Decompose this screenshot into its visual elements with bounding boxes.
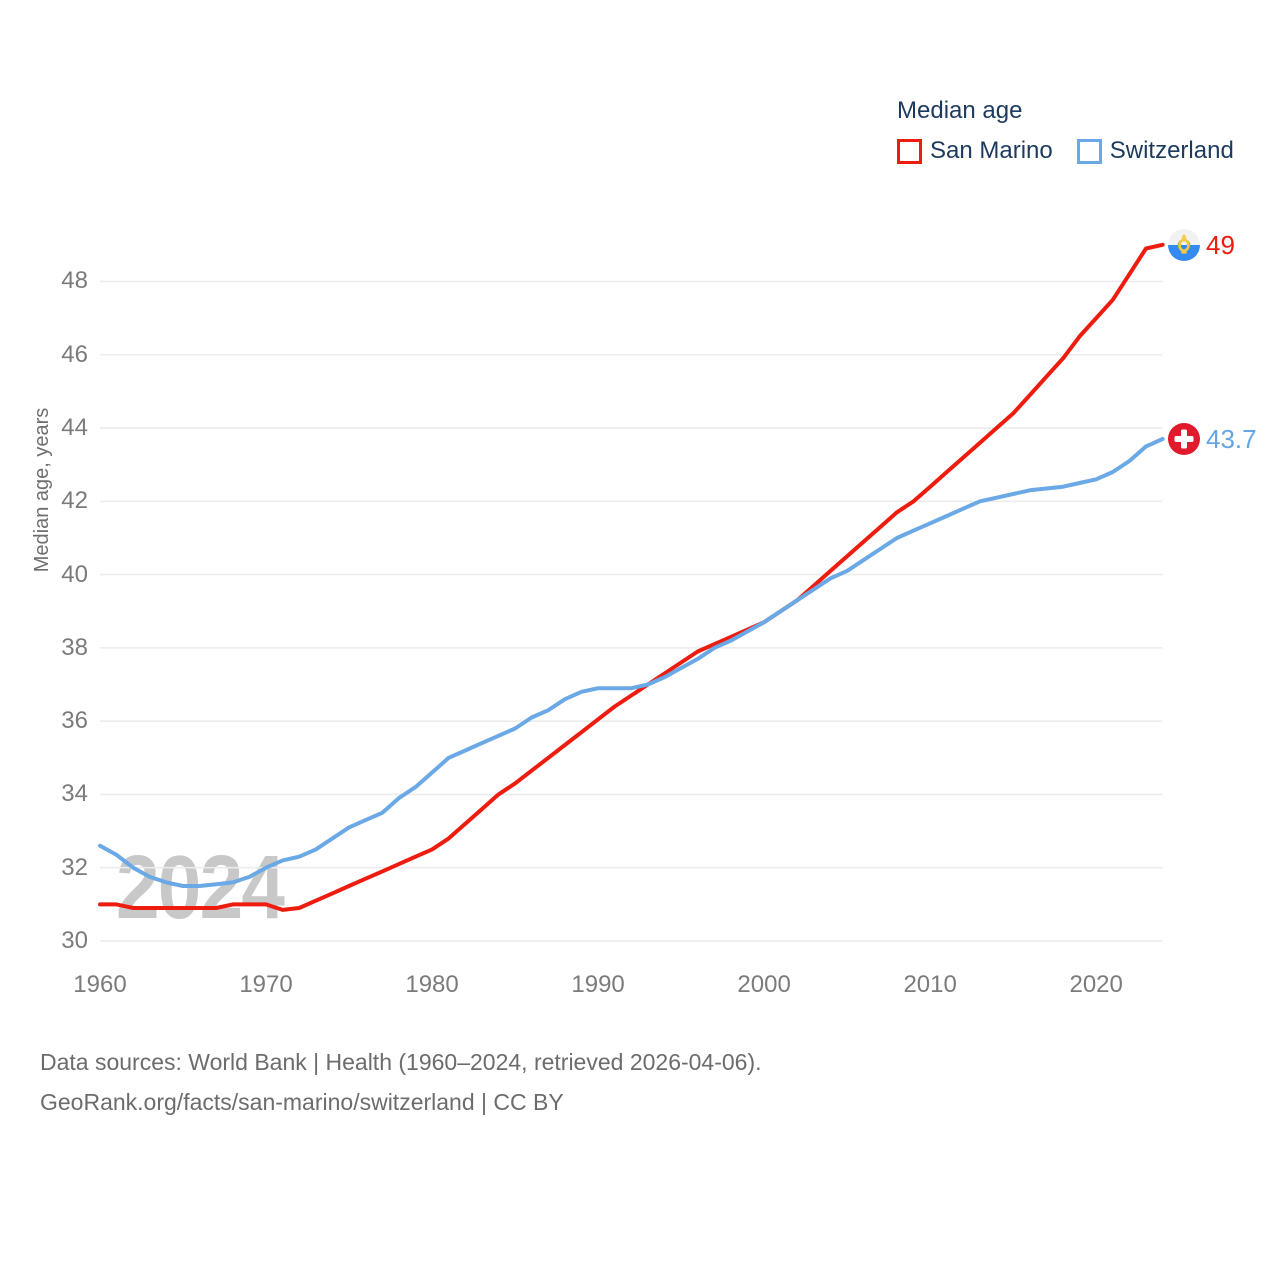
y-tick-label-32: 32 <box>61 853 88 881</box>
legend-label-switzerland: Switzerland <box>1109 137 1234 164</box>
legend-title: Median age <box>897 97 1023 124</box>
watermark-year: 2024 <box>116 838 285 938</box>
y-tick-label-48: 48 <box>61 267 88 295</box>
x-tick-label-1960: 1960 <box>73 971 127 998</box>
data-sources-line: Data sources: World Bank | Health (1960–… <box>40 1049 762 1075</box>
x-tick-label-2000: 2000 <box>737 971 791 998</box>
legend: Median age San Marino Switzerland <box>897 97 1234 165</box>
legend-label-san-marino: San Marino <box>930 137 1053 164</box>
switzerland-end-value: 43.7 <box>1206 424 1257 455</box>
x-tick-label-1970: 1970 <box>239 971 293 998</box>
y-tick-label-42: 42 <box>61 487 88 515</box>
switzerland-series-swatch <box>1076 138 1102 164</box>
y-axis-title: Median age, years <box>31 407 53 573</box>
source-attribution: Data sources: World Bank | Health (1960–… <box>40 1042 762 1122</box>
georank-url-line[interactable]: GeoRank.org/facts/san-marino/switzerland… <box>40 1089 564 1115</box>
y-tick-label-36: 36 <box>61 707 88 735</box>
y-tick-label-46: 46 <box>61 340 88 368</box>
san-marino-end-value: 49 <box>1206 229 1235 260</box>
legend-items: San Marino Switzerland <box>897 137 1234 165</box>
x-tick-label-2020: 2020 <box>1069 971 1123 998</box>
x-tick-label-2010: 2010 <box>903 971 957 998</box>
y-tick-label-34: 34 <box>61 780 88 808</box>
y-tick-label-44: 44 <box>61 414 88 442</box>
y-tick-label-40: 40 <box>61 560 88 588</box>
switzerland-flag-icon <box>1168 423 1200 456</box>
x-tick-label-1990: 1990 <box>571 971 625 998</box>
san-marino-flag-icon <box>1168 228 1200 261</box>
legend-item-san-marino[interactable]: San Marino <box>897 137 1053 165</box>
y-tick-label-30: 30 <box>61 927 88 954</box>
legend-item-switzerland[interactable]: Switzerland <box>1076 137 1234 165</box>
x-tick-label-1980: 1980 <box>405 971 459 998</box>
y-tick-label-38: 38 <box>61 633 88 661</box>
series-line-switzerland[interactable] <box>98 437 1165 888</box>
san-marino-series-swatch <box>897 138 922 164</box>
series-line-san-marino[interactable] <box>98 242 1165 912</box>
